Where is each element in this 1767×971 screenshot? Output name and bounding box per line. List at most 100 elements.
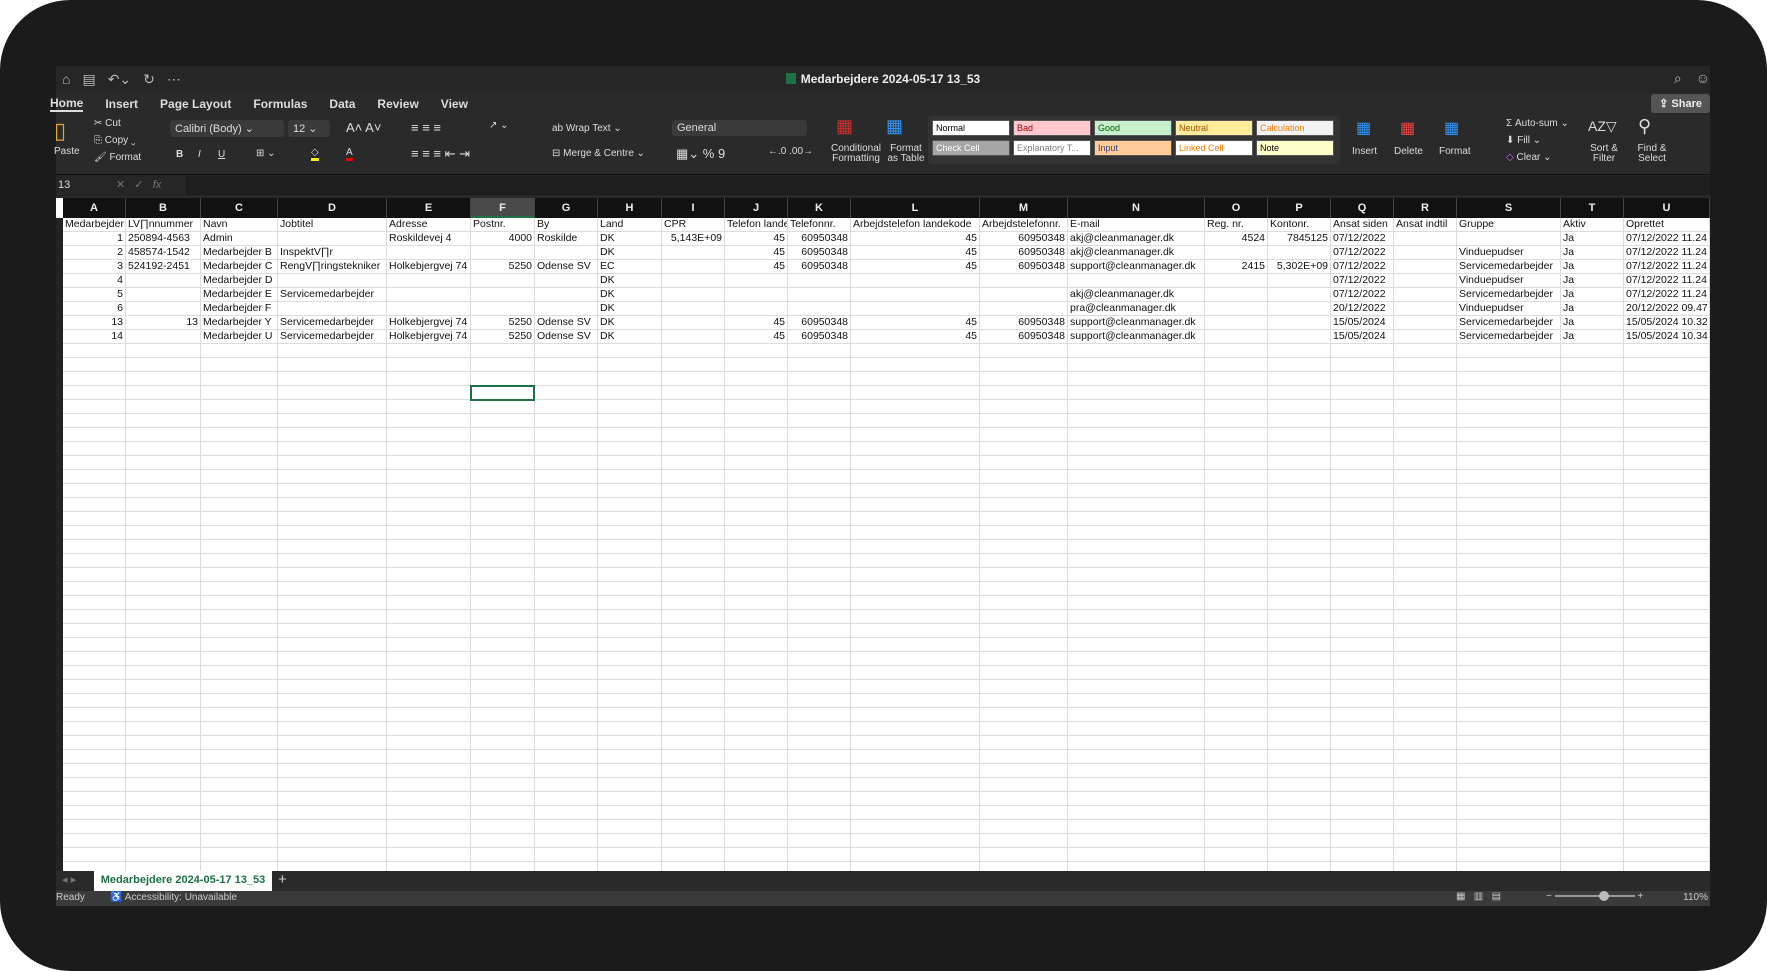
- cell[interactable]: [387, 708, 471, 722]
- cell[interactable]: [851, 274, 980, 288]
- cell[interactable]: [1205, 316, 1268, 330]
- cell[interactable]: 07/12/2022 11.24: [1624, 232, 1710, 246]
- cell[interactable]: [1331, 568, 1394, 582]
- cell[interactable]: [662, 540, 725, 554]
- cell[interactable]: [535, 498, 598, 512]
- cell[interactable]: [1331, 834, 1394, 848]
- cell[interactable]: [788, 512, 851, 526]
- column-header-C[interactable]: C: [201, 198, 278, 218]
- cell[interactable]: EC: [598, 260, 662, 274]
- cell[interactable]: [725, 694, 788, 708]
- cell[interactable]: [725, 666, 788, 680]
- cell[interactable]: [201, 848, 278, 862]
- cell[interactable]: [535, 652, 598, 666]
- cell[interactable]: [1331, 694, 1394, 708]
- cell[interactable]: [63, 792, 126, 806]
- cell[interactable]: [387, 820, 471, 834]
- cell[interactable]: [535, 610, 598, 624]
- cell[interactable]: [980, 386, 1068, 400]
- cell[interactable]: [278, 274, 387, 288]
- cell[interactable]: [851, 652, 980, 666]
- cell[interactable]: [662, 330, 725, 344]
- view-buttons[interactable]: ▦ ▥ ▤: [1456, 891, 1502, 902]
- cell[interactable]: [1331, 512, 1394, 526]
- cell[interactable]: [662, 596, 725, 610]
- cell[interactable]: 15/05/2024 10.32: [1624, 316, 1710, 330]
- cell[interactable]: Servicemedarbejder: [278, 288, 387, 302]
- cell[interactable]: [788, 848, 851, 862]
- cell[interactable]: [662, 792, 725, 806]
- cell[interactable]: 13: [63, 316, 126, 330]
- cell[interactable]: [1331, 540, 1394, 554]
- cell[interactable]: [851, 596, 980, 610]
- cell[interactable]: [1394, 330, 1457, 344]
- cell[interactable]: [1205, 708, 1268, 722]
- cell[interactable]: [1331, 554, 1394, 568]
- cell[interactable]: [788, 302, 851, 316]
- cell[interactable]: [1068, 358, 1205, 372]
- cell[interactable]: [1331, 470, 1394, 484]
- cell[interactable]: [201, 372, 278, 386]
- cell[interactable]: [535, 540, 598, 554]
- cell[interactable]: [126, 736, 201, 750]
- cell[interactable]: [63, 386, 126, 400]
- align-top-icons[interactable]: ≡ ≡ ≡: [411, 120, 441, 135]
- cell[interactable]: [63, 414, 126, 428]
- format-painter-button[interactable]: 🖌 Format: [94, 152, 142, 163]
- cell[interactable]: [387, 302, 471, 316]
- cell[interactable]: [598, 484, 662, 498]
- cell[interactable]: [126, 806, 201, 820]
- cell[interactable]: [387, 848, 471, 862]
- cell[interactable]: [980, 666, 1068, 680]
- cell[interactable]: 5250: [471, 316, 535, 330]
- cell[interactable]: [1268, 820, 1331, 834]
- cell-style-good[interactable]: Good: [1094, 120, 1172, 136]
- insert-cells-icon[interactable]: ▦: [1356, 120, 1372, 137]
- cell[interactable]: 60950348: [788, 316, 851, 330]
- cell[interactable]: [662, 708, 725, 722]
- cell[interactable]: [1205, 372, 1268, 386]
- cell[interactable]: [1268, 358, 1331, 372]
- cell[interactable]: [980, 848, 1068, 862]
- cell[interactable]: [63, 596, 126, 610]
- cell[interactable]: [126, 540, 201, 554]
- cell[interactable]: [387, 512, 471, 526]
- cell[interactable]: 5,302E+09: [1268, 260, 1331, 274]
- cell[interactable]: 45: [851, 260, 980, 274]
- cell[interactable]: [201, 806, 278, 820]
- cell[interactable]: [788, 764, 851, 778]
- cell[interactable]: 6: [63, 302, 126, 316]
- cell[interactable]: [1457, 232, 1561, 246]
- cell[interactable]: [788, 344, 851, 358]
- cell[interactable]: [725, 778, 788, 792]
- cell[interactable]: [471, 680, 535, 694]
- cell-style-bad[interactable]: Bad: [1013, 120, 1091, 136]
- cell[interactable]: [1268, 694, 1331, 708]
- cell[interactable]: DK: [598, 232, 662, 246]
- cell[interactable]: [1205, 428, 1268, 442]
- cell[interactable]: [1394, 260, 1457, 274]
- cell[interactable]: 15/05/2024: [1331, 316, 1394, 330]
- cell[interactable]: [278, 470, 387, 484]
- cell[interactable]: [725, 414, 788, 428]
- cell[interactable]: [662, 372, 725, 386]
- cell[interactable]: [63, 778, 126, 792]
- cell[interactable]: [1394, 610, 1457, 624]
- cell[interactable]: [1268, 288, 1331, 302]
- cell[interactable]: [598, 358, 662, 372]
- cell[interactable]: [1331, 526, 1394, 540]
- cell[interactable]: [471, 736, 535, 750]
- cell[interactable]: [1394, 708, 1457, 722]
- cell[interactable]: [851, 778, 980, 792]
- cell[interactable]: 60950348: [788, 232, 851, 246]
- cell[interactable]: [201, 792, 278, 806]
- cell[interactable]: [1268, 582, 1331, 596]
- cell[interactable]: [126, 694, 201, 708]
- cell[interactable]: [980, 484, 1068, 498]
- cell[interactable]: [1457, 596, 1561, 610]
- column-header-G[interactable]: G: [535, 198, 598, 218]
- cell[interactable]: 20/12/2022: [1331, 302, 1394, 316]
- cell[interactable]: [535, 526, 598, 540]
- cell[interactable]: 45: [725, 330, 788, 344]
- cell[interactable]: [387, 288, 471, 302]
